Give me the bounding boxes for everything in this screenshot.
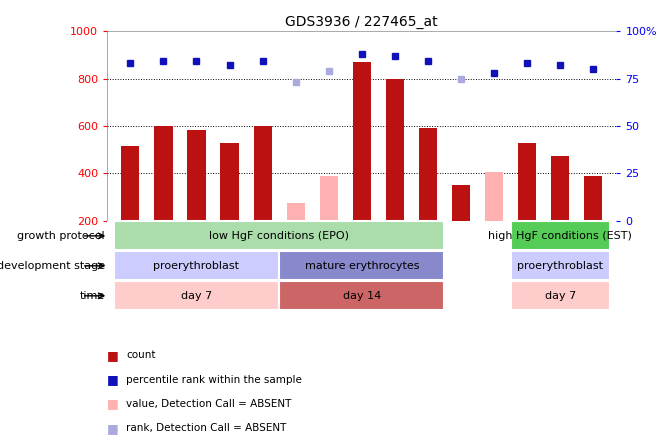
Bar: [121, 146, 139, 221]
Bar: [584, 176, 602, 221]
Bar: [114, 281, 279, 310]
Bar: [154, 126, 172, 221]
Text: value, Detection Call = ABSENT: value, Detection Call = ABSENT: [126, 399, 291, 409]
Bar: [386, 79, 404, 221]
Title: GDS3936 / 227465_at: GDS3936 / 227465_at: [285, 15, 438, 29]
Bar: [220, 143, 239, 221]
Text: proerythroblast: proerythroblast: [517, 261, 603, 271]
Text: low HgF conditions (EPO): low HgF conditions (EPO): [209, 231, 349, 241]
Bar: [320, 176, 338, 221]
Bar: [188, 130, 206, 221]
Text: count: count: [126, 350, 155, 360]
Bar: [452, 185, 470, 221]
Bar: [551, 156, 570, 221]
Bar: [419, 128, 437, 221]
Bar: [485, 172, 503, 221]
Text: growth protocol: growth protocol: [17, 231, 105, 241]
Text: day 7: day 7: [181, 291, 212, 301]
Text: day 7: day 7: [545, 291, 576, 301]
Bar: [279, 251, 444, 280]
Bar: [511, 222, 610, 250]
Text: ■: ■: [107, 349, 119, 362]
Bar: [518, 143, 536, 221]
Bar: [287, 203, 305, 221]
Text: high HgF conditions (EST): high HgF conditions (EST): [488, 231, 632, 241]
Bar: [253, 126, 272, 221]
Bar: [352, 62, 371, 221]
Text: ■: ■: [107, 397, 119, 411]
Text: ■: ■: [107, 422, 119, 435]
Text: time: time: [80, 291, 105, 301]
Text: ■: ■: [107, 373, 119, 386]
Text: proerythroblast: proerythroblast: [153, 261, 239, 271]
Bar: [279, 281, 444, 310]
Bar: [511, 281, 610, 310]
Bar: [114, 222, 444, 250]
Text: day 14: day 14: [342, 291, 381, 301]
Text: mature erythrocytes: mature erythrocytes: [305, 261, 419, 271]
Bar: [114, 251, 279, 280]
Text: percentile rank within the sample: percentile rank within the sample: [126, 375, 302, 385]
Text: development stage: development stage: [0, 261, 105, 271]
Bar: [511, 251, 610, 280]
Text: rank, Detection Call = ABSENT: rank, Detection Call = ABSENT: [126, 424, 286, 433]
